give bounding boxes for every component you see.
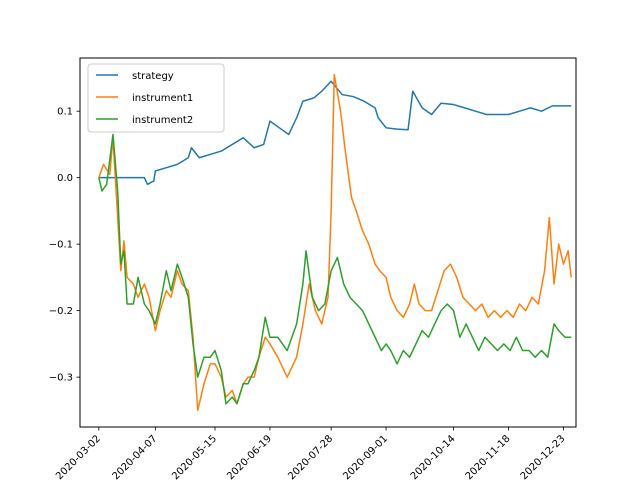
x-tick-label: 2020-03-02: [54, 433, 103, 480]
x-tick-label: 2020-06-19: [225, 433, 274, 480]
x-tick-label: 2020-11-18: [464, 433, 513, 480]
legend-label-strategy: strategy: [132, 71, 174, 82]
legend: strategy instrument1 instrument2: [87, 63, 225, 133]
series-line-instrument2: [98, 133, 572, 405]
axes-frame: [79, 57, 577, 428]
x-tick-label: 2020-05-15: [170, 433, 219, 480]
y-tick-label: 0.0: [57, 173, 73, 184]
y-tick-label: 0.1: [57, 107, 73, 118]
series-line-strategy: [98, 80, 572, 186]
plot-lines: [98, 73, 573, 412]
y-axis-ticks: 0.1 0.0 −0.1 −0.2 −0.3: [49, 107, 80, 384]
y-tick-label: −0.1: [49, 240, 73, 251]
x-tick-label: 2020-10-14: [409, 433, 458, 480]
legend-label-instrument2: instrument2: [132, 115, 193, 126]
x-tick-label: 2020-07-28: [286, 433, 335, 480]
y-tick-label: −0.3: [49, 373, 73, 384]
x-tick-label: 2020-12-23: [519, 433, 568, 480]
x-tick-label: 2020-09-01: [341, 433, 390, 480]
legend-label-instrument1: instrument1: [132, 93, 193, 104]
series-line-instrument1: [98, 73, 573, 412]
y-tick-label: −0.2: [49, 306, 73, 317]
x-axis-ticks: 2020-03-02 2020-04-07 2020-05-15 2020-06-19…: [54, 427, 568, 480]
x-tick-label: 2020-04-07: [111, 433, 160, 480]
legend-box: [87, 63, 225, 133]
